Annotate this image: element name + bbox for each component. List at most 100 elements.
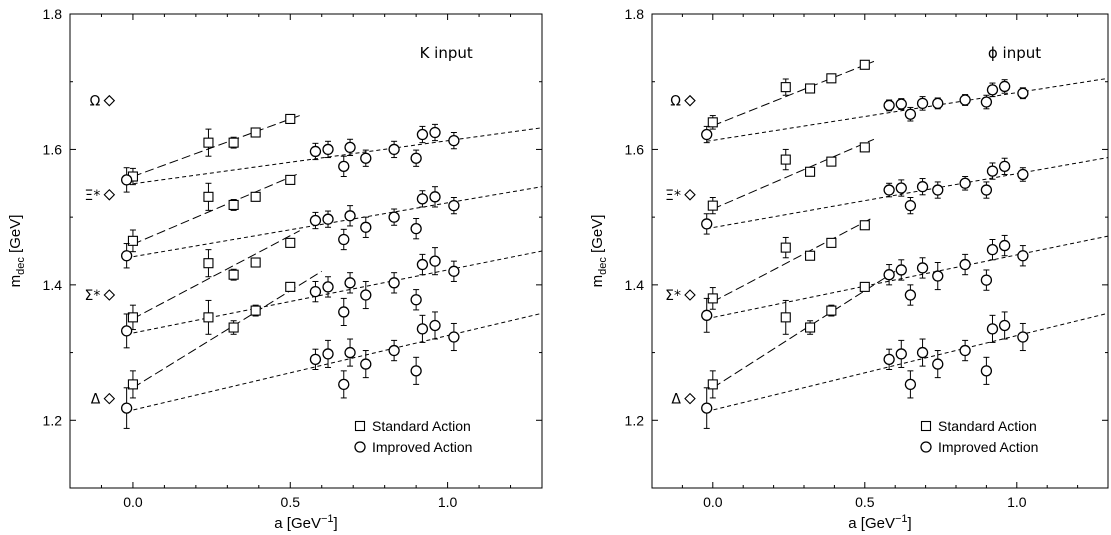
improved-point	[959, 177, 971, 189]
improved-point	[980, 184, 993, 196]
x-axis-label-sup: −1	[321, 513, 334, 525]
improved-point	[895, 348, 907, 360]
standard-point	[203, 191, 214, 202]
standard-point	[203, 312, 214, 323]
improved-point	[388, 211, 400, 223]
standard-point	[826, 305, 837, 316]
improved-point	[309, 145, 322, 158]
improved-point	[360, 152, 372, 164]
standard-point	[285, 174, 296, 185]
improved-point	[448, 134, 460, 147]
x-tick-label: 0.0	[123, 494, 143, 510]
standard-point	[826, 156, 837, 167]
improved-extrap-point	[701, 128, 713, 141]
improved-point	[883, 184, 895, 196]
improved-point	[388, 344, 400, 357]
standard-point	[826, 237, 837, 248]
standard-point	[859, 220, 870, 231]
legend-circle-marker	[354, 441, 366, 453]
improved-point	[429, 191, 441, 203]
y-tick-label: 1.2	[625, 412, 645, 428]
improved-point	[986, 84, 999, 96]
improved-extrap-point	[120, 250, 133, 262]
standard-point	[859, 142, 870, 153]
standard-point	[285, 113, 296, 125]
improved-point	[322, 281, 334, 293]
standard-extrap-point	[127, 379, 138, 390]
y-tick-label: 1.4	[625, 277, 645, 293]
y-axis-label-rest: [GeV]	[7, 215, 24, 258]
experiment-label: Δ	[91, 392, 101, 408]
standard-fit-line	[132, 172, 300, 245]
improved-point	[448, 265, 460, 277]
standard-point	[805, 322, 816, 333]
y-axis-label-sub: dec	[15, 257, 27, 275]
improved-extrap-point	[120, 325, 133, 337]
plot-frame	[69, 13, 543, 489]
improved-point	[998, 160, 1011, 173]
standard-extrap-point	[707, 117, 718, 128]
improved-fit-line	[126, 250, 542, 335]
improved-point	[416, 128, 429, 141]
standard-extrap-point	[707, 200, 718, 211]
standard-fit-line	[712, 138, 875, 210]
x-axis-label-sup: −1	[895, 513, 908, 525]
legend-square-marker	[354, 420, 366, 432]
improved-point	[309, 353, 322, 365]
improved-fit-line	[706, 157, 1108, 230]
improved-point	[932, 184, 944, 196]
x-axis-label: a [GeV−1]	[274, 513, 337, 532]
improved-fit-line	[126, 312, 542, 412]
improved-fit-line	[126, 186, 542, 259]
standard-point	[780, 242, 791, 253]
fit-lines	[126, 115, 542, 412]
y-tick-label: 1.6	[625, 141, 645, 157]
improved-point	[322, 348, 334, 360]
y-tick-label: 1.8	[625, 6, 645, 22]
improved-point	[916, 346, 929, 359]
improved-point	[338, 378, 350, 391]
y-tick-label: 1.4	[43, 277, 63, 293]
improved-point	[959, 258, 971, 271]
experiment-diamond	[103, 392, 116, 405]
standard-fit-line	[132, 115, 300, 177]
improved-point	[932, 358, 944, 370]
improved-point	[904, 289, 917, 301]
standard-extrap-point	[127, 235, 138, 246]
panel-annotation: K input	[420, 44, 473, 62]
standard-point	[780, 154, 791, 165]
y-tick-label: 1.2	[43, 412, 63, 428]
x-axis-label-close: ]	[334, 515, 338, 532]
improved-point	[980, 274, 993, 286]
improved-point	[980, 365, 993, 377]
standard-point	[203, 137, 214, 148]
panel-phi-input: 0.0 0.5 1.0 1.2 1.4 1.6 1.8 a [GeV−1] mdec [GeV]…	[589, 6, 1109, 532]
improved-point	[388, 143, 400, 156]
legend-label-standard: Standard Action	[938, 418, 1037, 434]
improved-point	[916, 181, 929, 193]
standard-point	[826, 73, 837, 84]
improved-extrap-point	[120, 402, 133, 414]
improved-point	[416, 323, 429, 335]
experiment-label: Ω	[90, 94, 101, 110]
standard-point	[250, 305, 261, 316]
improved-point	[904, 199, 917, 212]
experiment-diamond	[684, 289, 696, 301]
experiment-label: Ξ*	[84, 188, 100, 204]
improved-point	[1017, 168, 1029, 181]
legend-circle-marker	[920, 441, 932, 453]
improved-point	[959, 94, 971, 106]
improved-point	[344, 210, 356, 222]
improved-extrap-point	[701, 218, 713, 230]
standard-point	[228, 137, 239, 148]
x-tick-label: 1.0	[438, 494, 458, 510]
improved-point	[932, 270, 944, 282]
standard-fit-line	[712, 216, 875, 303]
standard-point	[250, 127, 261, 138]
experiment-label: Ξ*	[665, 188, 681, 204]
improved-point	[309, 214, 322, 227]
improved-point	[410, 223, 422, 235]
standard-point	[805, 166, 816, 177]
improved-point	[360, 358, 372, 370]
legend-square-marker	[920, 420, 932, 432]
